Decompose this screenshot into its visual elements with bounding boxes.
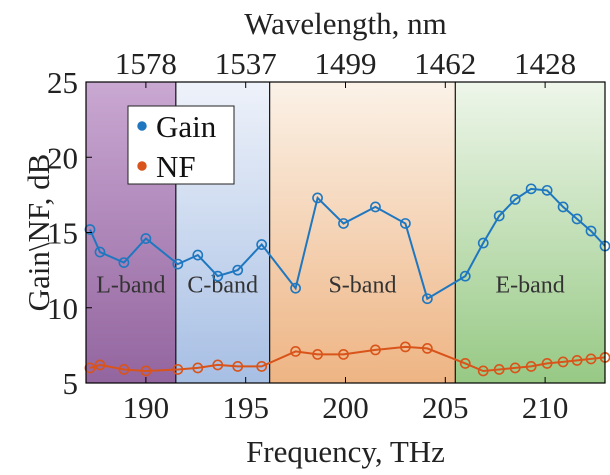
- top-tick-label: 1537: [215, 46, 277, 81]
- data-point: [256, 239, 268, 250]
- data-point: [94, 246, 106, 258]
- data-point: [94, 359, 106, 371]
- data-point: [525, 183, 537, 195]
- data-point: [571, 355, 583, 366]
- legend-marker: [137, 161, 147, 171]
- x-tick-label: 200: [322, 390, 369, 425]
- data-point: [212, 359, 224, 371]
- legend-label: NF: [156, 149, 196, 184]
- x-tick-label: 190: [123, 390, 170, 425]
- data-point: [477, 237, 489, 249]
- y-tick-label: 25: [47, 65, 78, 100]
- x-axis-ticks: 190 195 200 205 210: [123, 377, 569, 425]
- band-labels: L-band C-band S-band E-band: [96, 273, 565, 299]
- top-tick-label: 1499: [315, 46, 377, 81]
- data-point: [557, 356, 569, 368]
- data-point: [571, 213, 583, 225]
- band-region: [269, 82, 456, 383]
- data-point: [493, 364, 505, 375]
- data-point: [84, 362, 96, 374]
- series-line: [89, 187, 606, 301]
- data-point: [585, 353, 597, 365]
- data-point: [140, 365, 152, 377]
- band-label: E-band: [495, 273, 564, 299]
- data-point: [192, 362, 204, 374]
- data-point: [118, 257, 130, 268]
- data-point: [212, 270, 224, 282]
- data-point: [290, 282, 301, 294]
- data-point: [399, 218, 411, 229]
- x-tick-label: 205: [422, 390, 469, 425]
- top-tick-label: 1578: [115, 46, 177, 81]
- data-point: [338, 218, 349, 229]
- data-point: [338, 349, 349, 360]
- data-point: [118, 364, 130, 375]
- top-tick-label: 1428: [514, 46, 576, 81]
- legend: Gain NF: [127, 105, 235, 185]
- band-region: [455, 82, 605, 383]
- data-point: [509, 193, 521, 205]
- data-point: [312, 192, 323, 204]
- y-tick-label: 5: [63, 366, 79, 401]
- x-axis-label: Frequency, THz: [246, 434, 445, 469]
- y-tick-label: 20: [47, 140, 78, 175]
- data-point: [232, 264, 244, 276]
- data-point: [525, 361, 537, 372]
- data-point: [459, 358, 471, 369]
- data-point: [509, 362, 521, 374]
- top-axis-ticks: 1578 1537 1499 1462 1428: [115, 46, 576, 88]
- data-point: [421, 342, 433, 354]
- legend-marker: [137, 121, 147, 131]
- x-tick-label: 210: [522, 390, 569, 425]
- legend-box: [127, 105, 235, 185]
- x-tick-label: 195: [222, 390, 269, 425]
- data-point: [192, 249, 204, 261]
- data-point: [370, 201, 381, 213]
- data-point: [172, 258, 184, 270]
- top-axis-label: Wavelength, nm: [244, 6, 446, 41]
- data-point: [370, 344, 381, 356]
- data-point: [541, 184, 553, 196]
- series-line: [89, 345, 606, 373]
- data-point: [493, 210, 505, 222]
- top-tick-label: 1462: [414, 46, 476, 81]
- y-tick-label: 15: [47, 216, 78, 251]
- data-point: [399, 341, 411, 353]
- data-point: [557, 201, 569, 213]
- data-point: [459, 270, 471, 282]
- data-point: [477, 365, 489, 377]
- band-label: L-band: [96, 273, 165, 299]
- legend-label: Gain: [156, 109, 217, 144]
- data-point: [84, 224, 96, 235]
- data-point: [541, 358, 553, 369]
- data-point: [312, 349, 323, 360]
- data-point: [290, 345, 301, 357]
- data-point: [172, 364, 184, 375]
- y-tick-label: 10: [47, 291, 78, 326]
- data-point: [232, 361, 244, 372]
- data-point: [256, 361, 268, 372]
- y-axis-ticks: 5 10 15 20 25: [47, 65, 92, 401]
- data-point: [421, 293, 433, 305]
- band-label: S-band: [328, 273, 396, 299]
- y-axis-label: Gain\NF, dB: [21, 154, 56, 312]
- data-point: [140, 233, 152, 244]
- data-point: [585, 225, 597, 237]
